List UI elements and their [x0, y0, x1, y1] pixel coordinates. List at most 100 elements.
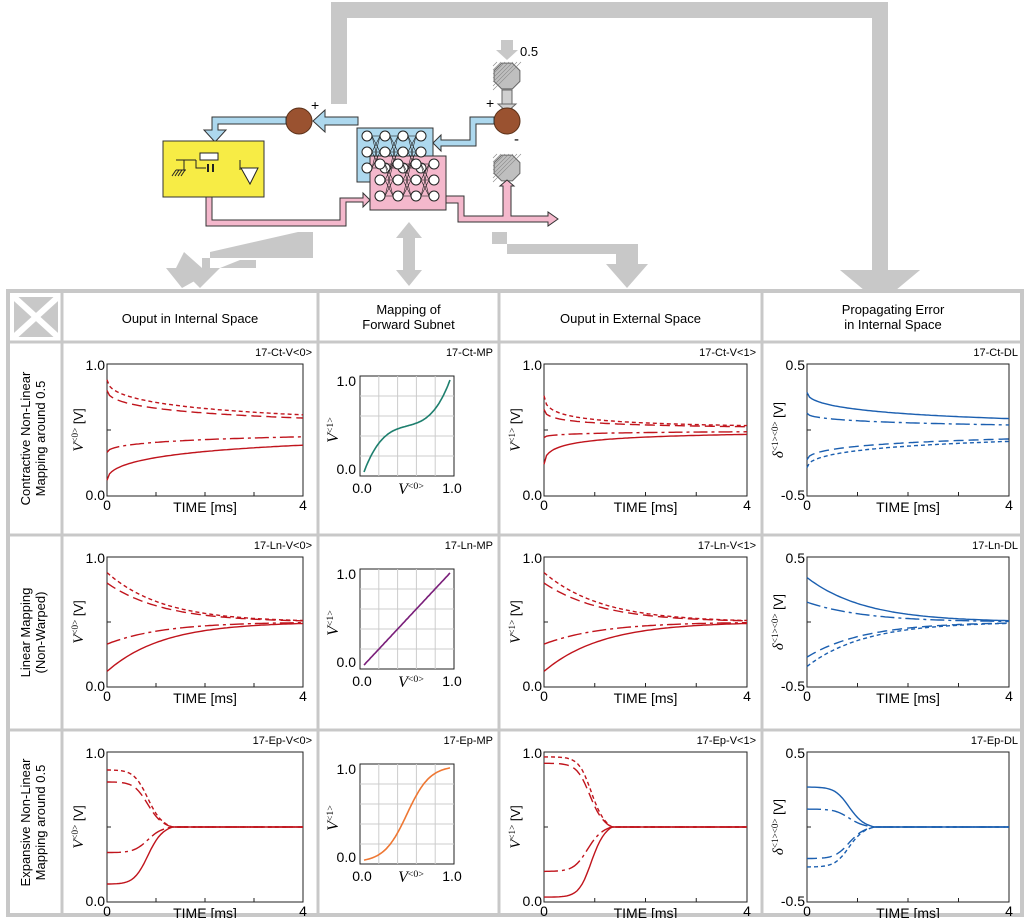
time-axis-label: TIME [ms] — [876, 905, 940, 918]
tick-label: 0.5 — [786, 550, 806, 566]
label-base: V — [71, 441, 87, 452]
plot-tag: 17-Ep-DL — [971, 735, 1018, 747]
mapping-y-label: V<1> — [325, 610, 343, 636]
label-base: V — [398, 481, 410, 498]
hatch-line — [492, 153, 498, 159]
input-stem — [501, 40, 513, 52]
tick-label: 0.5 — [786, 357, 806, 373]
hatch-line — [492, 153, 514, 175]
series-line — [543, 572, 748, 622]
mapping-cell: 17-Ln-MP1.00.00.0 1.0V<0>V<1> — [325, 540, 494, 691]
series-line — [106, 572, 304, 622]
label-base: V — [508, 633, 524, 644]
forward-neuron — [361, 130, 373, 142]
backward-neuron — [392, 190, 404, 202]
forward-synapse — [407, 151, 417, 169]
backward-synapse — [420, 163, 430, 181]
arrow-to-col2 — [396, 222, 422, 286]
series-line — [106, 622, 303, 645]
label-base: V — [508, 838, 524, 849]
forward-synapse — [371, 135, 381, 153]
label-sup: <1><0> — [770, 613, 780, 643]
backward-synapse — [384, 163, 394, 181]
tick-label: -0.5 — [781, 487, 805, 503]
plot-tag: 17-Ct-V<0> — [255, 347, 312, 359]
input-arrowhead — [496, 50, 518, 60]
label-rest: [V] — [71, 805, 86, 825]
tick-label: 0.0 — [337, 461, 357, 477]
label-sup: <1> — [507, 825, 517, 840]
plot-tag: 17-Ln-DL — [972, 540, 1018, 552]
series-line — [544, 756, 747, 828]
mapping-x-label: V<0> — [398, 674, 424, 692]
tick-label: 0 — [540, 497, 548, 513]
ground-hatch — [180, 169, 186, 177]
tick-label: 4 — [743, 903, 751, 918]
plot-tag: 17-Ep-MP — [443, 735, 493, 747]
tick-label: 4 — [299, 497, 307, 513]
tick-label: 0.0 — [337, 849, 357, 865]
forward-neuron — [397, 130, 409, 142]
tick-label: 0.0 — [86, 893, 106, 909]
tick-label: 1.0 — [523, 745, 543, 761]
tick-label: 4 — [743, 497, 751, 513]
backward-neuron — [392, 174, 404, 186]
tick-label: 1.0 — [523, 550, 543, 566]
y-axis-label: δ<1><0> [V] — [770, 402, 787, 458]
tick-label: 0 — [103, 903, 111, 918]
series-line — [807, 826, 1009, 868]
forward-synapse — [389, 151, 399, 169]
backward-synapse — [420, 163, 430, 197]
y-axis-label: V<0> [V] — [70, 805, 87, 849]
series-line — [543, 622, 747, 645]
backward-synapse — [384, 163, 394, 197]
tick-label: 0.0 — [523, 487, 543, 503]
arrow-to-col3 — [492, 232, 648, 288]
plot-axes — [806, 363, 1010, 497]
label-base: δ — [771, 450, 787, 458]
hatch-line — [492, 153, 506, 167]
column-header: Forward Subnet — [362, 317, 455, 332]
corner-cross — [11, 294, 61, 340]
mapping-cell: 17-Ct-MP1.00.00.0 1.0V<0>V<1> — [325, 347, 494, 498]
label-sup: <0> — [70, 428, 80, 443]
buffer-amp — [240, 167, 259, 186]
series-line — [543, 433, 747, 465]
series-line — [106, 622, 304, 672]
tick-label: -0.5 — [781, 678, 805, 694]
forward-synapse — [407, 135, 417, 169]
tick-label: 0.0 — [86, 487, 106, 503]
plot-cell: 17-Ln-V<0> 0 4 TIME [ms] 1.0 0.0 V<0> [V] — [70, 540, 312, 706]
tick-label: 0 — [540, 903, 548, 918]
resistor — [199, 152, 219, 161]
time-axis-label: TIME [ms] — [173, 905, 237, 918]
ground-hatch — [177, 169, 183, 177]
label-sup: <0> — [408, 869, 424, 880]
tick-label: 0 — [803, 903, 811, 918]
plot-cell: 17-Ct-V<0> 0 4 TIME [ms] 1.0 0.0 V<0> [V] — [70, 347, 312, 515]
label-base: V — [325, 431, 342, 443]
mapping-y-label: V<1> — [325, 805, 343, 831]
backward-neuron — [428, 190, 440, 202]
series-line — [106, 436, 303, 453]
plot-cell: 17-Ep-V<1> 0 4 TIME [ms] 1.0 0.0 V<1> [V] — [507, 735, 756, 918]
backward-neuron — [392, 158, 404, 170]
plot-cell: 17-Ct-V<1> 0 4 TIME [ms] 1.0 0.0 V<1> [V] — [507, 347, 756, 515]
backward-arrow-out — [445, 179, 559, 227]
label-rest: [V] — [771, 799, 786, 819]
forward-neuron — [397, 146, 409, 158]
forward-synapse — [371, 135, 381, 169]
time-axis-label: TIME [ms] — [614, 905, 678, 918]
forward-synapse — [389, 135, 399, 169]
time-axis-label: TIME [ms] — [876, 690, 940, 706]
label-base: V — [71, 838, 87, 849]
label-sup: <1><0> — [770, 421, 780, 451]
label-base: V — [398, 869, 410, 886]
column-header: in Internal Space — [844, 317, 942, 332]
column-header: Mapping of — [376, 302, 441, 317]
label-sup: <0> — [408, 481, 424, 492]
label-rest: [V] — [508, 600, 523, 620]
plot-tag: 17-Ct-MP — [446, 347, 493, 359]
